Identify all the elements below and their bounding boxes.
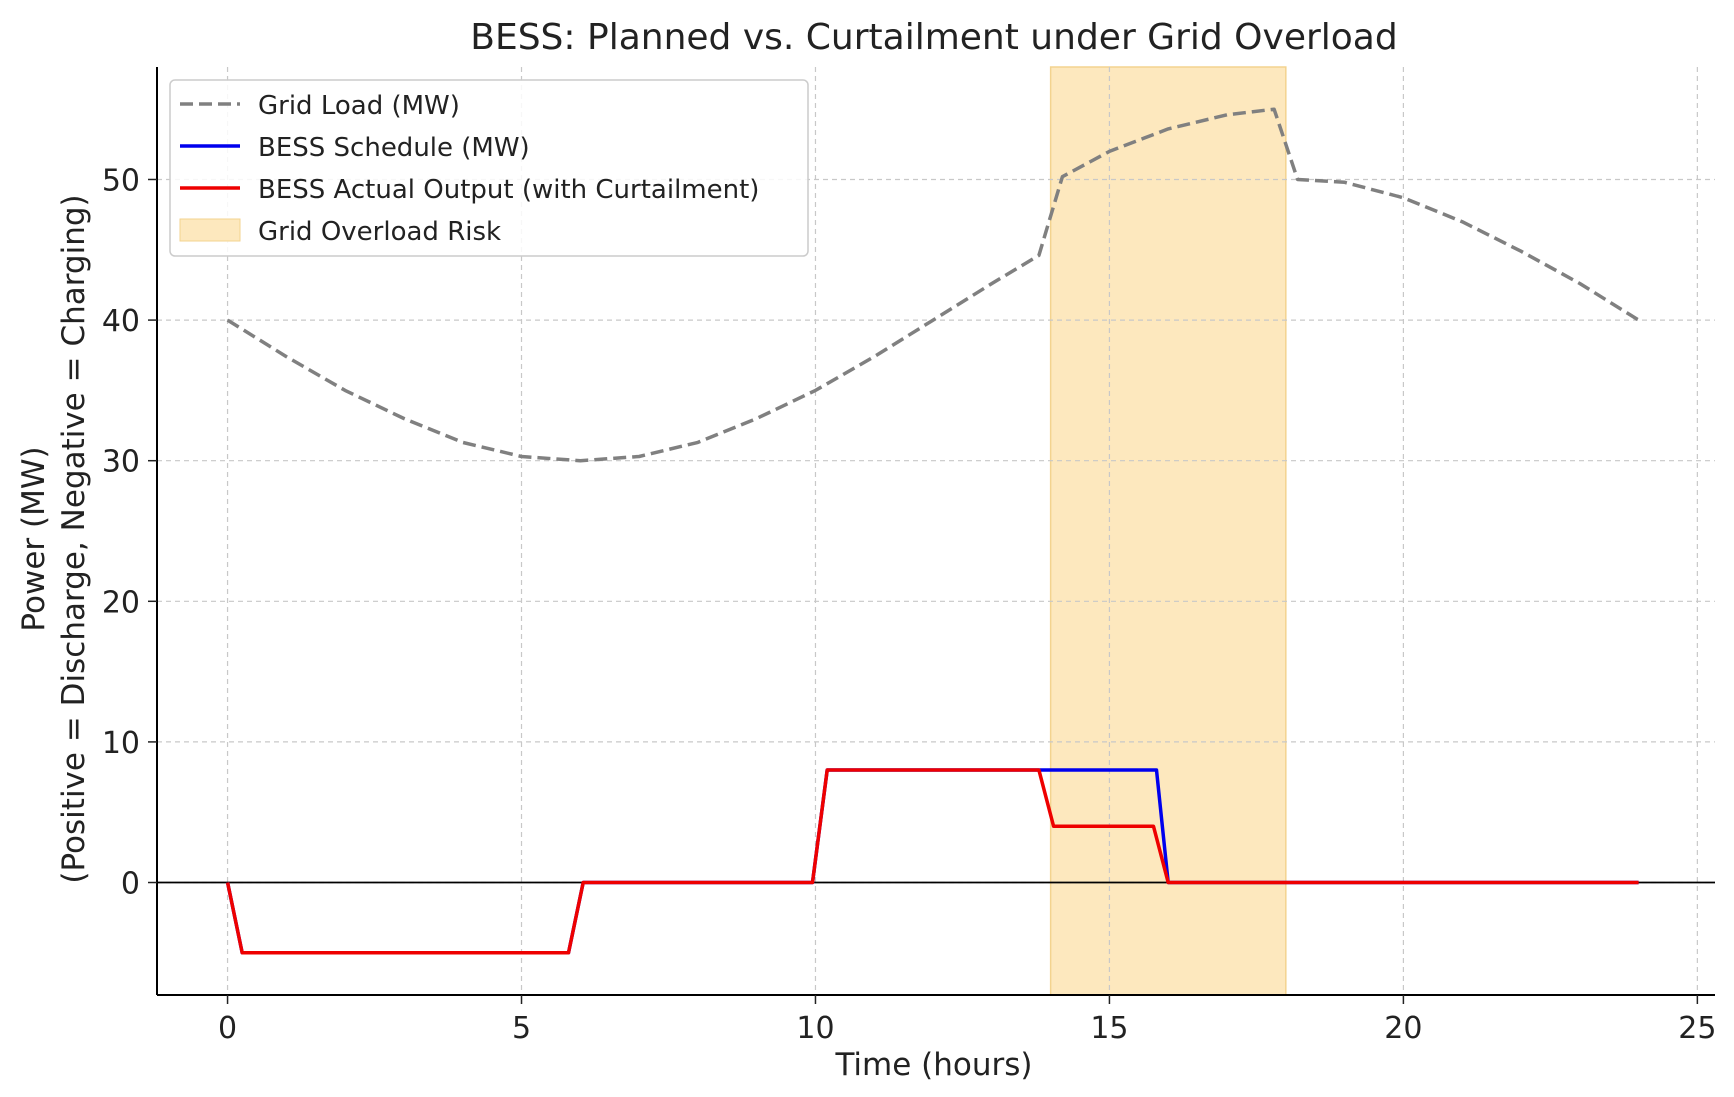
legend: Grid Load (MW) BESS Schedule (MW) BESS A… xyxy=(169,79,809,257)
legend-label-bess-actual: BESS Actual Output (with Curtailment) xyxy=(258,175,759,205)
shade-layer xyxy=(1049,66,1287,996)
series-layer xyxy=(225,107,1640,955)
y-axis-label-line1: Power (MW) xyxy=(16,446,52,631)
series-line-0 xyxy=(226,107,1640,463)
y-axis-label-line2: (Positive = Discharge, Negative = Chargi… xyxy=(56,194,92,883)
legend-label-grid-load: Grid Load (MW) xyxy=(258,91,460,121)
x-tick-label: 5 xyxy=(512,1011,531,1046)
axes-layer xyxy=(156,67,1715,996)
chart-title: BESS: Planned vs. Curtailment under Grid… xyxy=(470,17,1397,58)
legend-box xyxy=(169,79,809,257)
legend-swatch-overload xyxy=(179,218,241,242)
y-tick-label: 30 xyxy=(102,445,140,480)
y-tick-label: 50 xyxy=(102,163,140,198)
x-axis-label: Time (hours) xyxy=(834,1047,1032,1083)
x-tick-label: 10 xyxy=(796,1011,834,1046)
x-tick-label: 0 xyxy=(218,1011,237,1046)
ticks-layer: 0 5 10 15 20 25 0 10 20 30 40 50 xyxy=(102,163,1717,1046)
y-tick-label: 40 xyxy=(102,304,140,339)
overload-region xyxy=(1049,66,1287,996)
legend-label-bess-schedule: BESS Schedule (MW) xyxy=(258,133,530,163)
x-tick-label: 15 xyxy=(1090,1011,1128,1046)
y-tick-label: 10 xyxy=(102,726,140,761)
series-line-2 xyxy=(225,768,1639,955)
x-tick-label: 25 xyxy=(1678,1011,1716,1046)
y-tick-label: 0 xyxy=(121,867,140,902)
y-tick-label: 20 xyxy=(102,585,140,620)
x-tick-label: 20 xyxy=(1384,1011,1422,1046)
legend-label-overload: Grid Overload Risk xyxy=(258,217,501,247)
